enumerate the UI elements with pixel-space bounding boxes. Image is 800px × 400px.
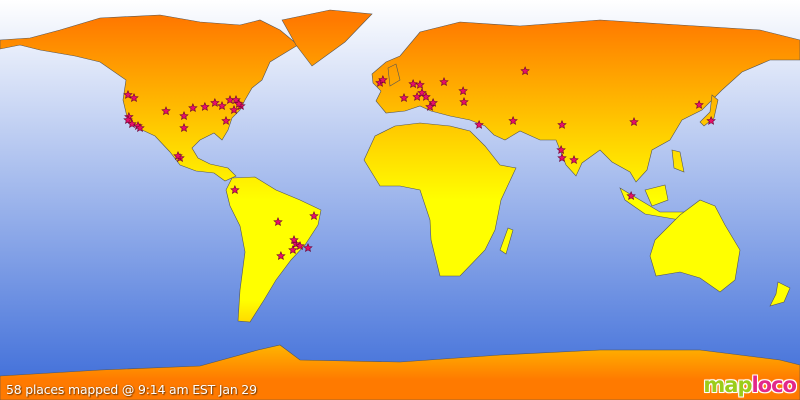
star-icon[interactable] <box>508 115 518 125</box>
star-icon[interactable] <box>520 66 530 76</box>
star-icon[interactable] <box>417 87 427 97</box>
star-icon[interactable] <box>459 97 469 107</box>
star-icon[interactable] <box>399 93 409 103</box>
star-icon[interactable] <box>408 79 418 89</box>
north-america <box>0 14 299 182</box>
star-icon[interactable] <box>179 111 189 121</box>
philippines <box>671 149 685 173</box>
star-icon[interactable] <box>295 241 305 251</box>
star-icon[interactable] <box>557 153 567 163</box>
star-icon[interactable] <box>425 101 435 111</box>
star-icon[interactable] <box>694 99 704 109</box>
maploco-logo[interactable]: maploco <box>703 373 797 397</box>
new-zealand <box>769 281 791 307</box>
logo-part-map: map <box>703 373 752 397</box>
south-america <box>225 176 322 323</box>
star-icon[interactable] <box>230 185 240 195</box>
star-icon[interactable] <box>161 106 171 116</box>
star-icon[interactable] <box>173 151 183 161</box>
places-mapped-caption: 58 places mapped @ 9:14 am EST Jan 29 <box>6 382 257 397</box>
star-icon[interactable] <box>210 97 220 107</box>
star-icon[interactable] <box>179 123 189 133</box>
japan <box>699 94 719 127</box>
star-icon[interactable] <box>706 115 716 125</box>
borneo <box>644 184 669 207</box>
antarctica <box>0 344 800 400</box>
star-icon[interactable] <box>127 119 137 129</box>
greenland <box>281 9 373 67</box>
landmasses <box>0 9 800 400</box>
star-icon[interactable] <box>626 191 636 201</box>
star-icon[interactable] <box>273 217 283 227</box>
star-icon[interactable] <box>303 243 313 253</box>
star-icon[interactable] <box>129 93 139 103</box>
star-icon[interactable] <box>229 105 239 115</box>
star-icon[interactable] <box>415 79 425 89</box>
star-icon[interactable] <box>288 245 298 255</box>
star-icon[interactable] <box>421 91 431 101</box>
star-icon[interactable] <box>557 119 567 129</box>
madagascar <box>499 227 514 255</box>
star-icon[interactable] <box>289 235 299 245</box>
star-icon[interactable] <box>474 119 484 129</box>
star-icon[interactable] <box>188 103 198 113</box>
logo-part-loco: loco <box>751 373 797 397</box>
star-icon[interactable] <box>217 101 227 111</box>
star-icon[interactable] <box>378 75 388 85</box>
star-icon[interactable] <box>234 99 244 109</box>
star-icon[interactable] <box>629 117 639 127</box>
star-icon[interactable] <box>200 101 210 111</box>
star-icon[interactable] <box>309 211 319 221</box>
africa <box>363 122 517 277</box>
star-icon[interactable] <box>439 77 449 87</box>
star-icon[interactable] <box>276 251 286 261</box>
australia <box>649 199 741 293</box>
star-icon[interactable] <box>135 123 145 133</box>
eurasia <box>371 19 800 183</box>
star-icon[interactable] <box>221 115 231 125</box>
star-icon[interactable] <box>458 86 468 96</box>
star-icon[interactable] <box>569 155 579 165</box>
markers-layer <box>123 66 716 261</box>
star-icon[interactable] <box>428 97 438 107</box>
star-icon[interactable] <box>123 115 133 125</box>
star-icon[interactable] <box>556 145 566 155</box>
uk <box>387 63 401 87</box>
